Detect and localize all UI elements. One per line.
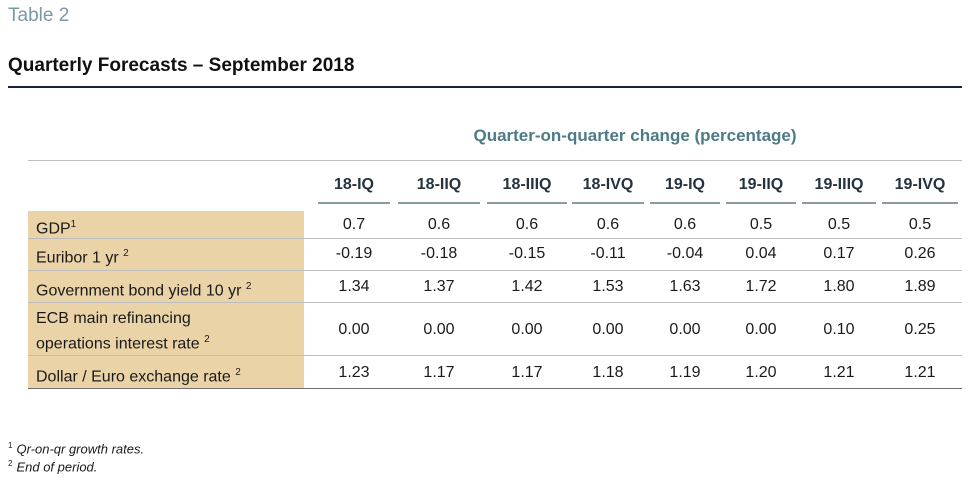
table-row-gdp: GDP1 [28, 214, 962, 238]
table-cell: -0.15 [508, 245, 546, 262]
column-header: 18-IIIQ [487, 176, 567, 204]
row-label: Government bond yield 10 yr 2 [36, 281, 252, 300]
row-divider [28, 355, 962, 356]
table-cell: 1.18 [592, 364, 624, 381]
table-cell: 0.6 [427, 216, 451, 233]
table-cell: 1.80 [823, 278, 855, 295]
column-header: 18-IVQ [572, 176, 644, 204]
table-cell: -0.11 [590, 245, 626, 262]
table-cell: 0.5 [908, 216, 932, 233]
table-bottom-rule [28, 388, 962, 389]
spanning-column-header: Quarter-on-quarter change (percentage) [473, 126, 797, 145]
column-header: 19-IVQ [882, 176, 958, 204]
row-divider [28, 238, 962, 239]
table-cell: 1.34 [338, 278, 370, 295]
column-header: 18-IQ [318, 176, 390, 204]
table-cell: 0.5 [749, 216, 773, 233]
table-cell: 0.04 [745, 245, 777, 262]
table-row-ecb-rate: ECB main refinancing operations interest… [28, 308, 962, 352]
table-cell: 0.00 [669, 321, 701, 338]
column-header: 18-IIQ [398, 176, 480, 204]
row-divider [28, 302, 962, 303]
table-cell: 0.17 [823, 245, 855, 262]
table-cell: 0.5 [827, 216, 851, 233]
table-cell: 1.17 [511, 364, 543, 381]
table-cell: 1.72 [745, 278, 777, 295]
table-cell: 0.26 [904, 245, 936, 262]
table-cell: 1.89 [904, 278, 936, 295]
table-row-euribor: Euribor 1 yr 2 [28, 243, 962, 267]
table-cell: -0.19 [335, 245, 373, 262]
table-cell: 0.00 [592, 321, 624, 338]
column-header: 19-IIIQ [802, 176, 876, 204]
table-cell: 0.25 [904, 321, 936, 338]
table-cell: 1.21 [904, 364, 936, 381]
table-cell: 0.6 [596, 216, 620, 233]
table-cell: 0.00 [338, 321, 370, 338]
row-label: Euribor 1 yr 2 [36, 248, 129, 267]
table-cell: 0.00 [423, 321, 455, 338]
column-header: 19-IIQ [726, 176, 796, 204]
table-cell: 1.21 [823, 364, 855, 381]
table-cell: 1.37 [423, 278, 455, 295]
table-cell: 1.63 [669, 278, 701, 295]
row-label-background [28, 211, 304, 388]
table-row-exchange-rate: Dollar / Euro exchange rate 2 [28, 362, 962, 386]
table-cell: 0.6 [515, 216, 539, 233]
table-cell: -0.04 [666, 245, 704, 262]
footnote-2: 2 End of period. [8, 459, 98, 475]
column-header: 19-IQ [650, 176, 720, 204]
row-divider [28, 270, 962, 271]
table-cell: 1.20 [745, 364, 777, 381]
row-label: GDP1 [36, 219, 77, 238]
title-divider [8, 86, 962, 88]
table-cell: 0.10 [823, 321, 855, 338]
row-label: Dollar / Euro exchange rate 2 [36, 367, 241, 386]
footnote-1: 1 Qr-on-qr growth rates. [8, 441, 145, 457]
header-divider [28, 160, 962, 161]
table-cell: 0.00 [745, 321, 777, 338]
table-cell: 1.53 [592, 278, 624, 295]
table-cell: -0.18 [420, 245, 458, 262]
table-cell: 0.00 [511, 321, 543, 338]
table-cell: 1.23 [338, 364, 370, 381]
table-cell: 1.42 [511, 278, 543, 295]
table-cell: 1.19 [669, 364, 701, 381]
table-cell: 1.17 [423, 364, 455, 381]
table-label: Table 2 [8, 5, 70, 26]
row-label: ECB main refinancing operations interest… [36, 310, 210, 353]
table-title: Quarterly Forecasts – September 2018 [8, 55, 355, 76]
table-row-bond-yield: Government bond yield 10 yr 2 [28, 276, 962, 300]
table-cell: 0.7 [342, 216, 366, 233]
table-cell: 0.6 [673, 216, 697, 233]
